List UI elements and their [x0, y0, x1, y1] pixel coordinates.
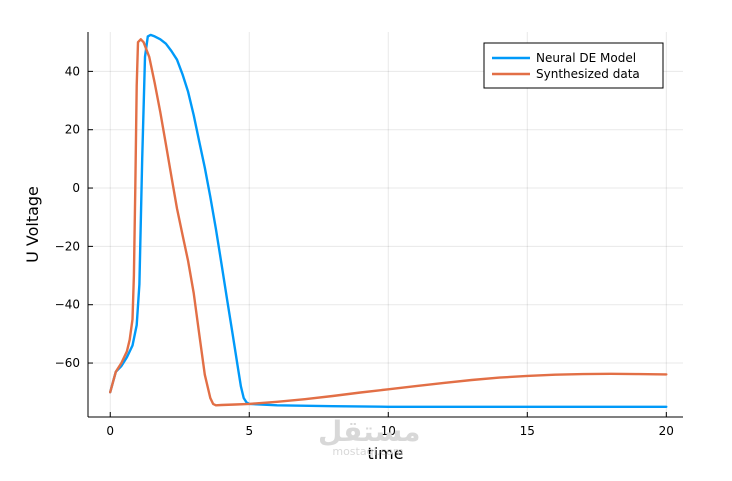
y-tick-label: 40 [65, 64, 80, 78]
legend: Neural DE Model Synthesized data [484, 43, 663, 88]
legend-label-1: Neural DE Model [536, 51, 636, 65]
legend-label-2: Synthesized data [536, 67, 640, 81]
x-tick-label: 20 [659, 424, 674, 438]
y-tick-label: −40 [55, 298, 80, 312]
y-tick-label: 20 [65, 123, 80, 137]
watermark-site: mostaql.com [318, 446, 418, 458]
y-tick-label: −20 [55, 239, 80, 253]
watermark: مستقل mostaql.com [318, 418, 418, 458]
legend-box [484, 43, 663, 88]
y-tick-label: −60 [55, 356, 80, 370]
x-tick-label: 0 [106, 424, 114, 438]
y-axis-title: U Voltage [23, 186, 42, 263]
x-tick-label: 15 [520, 424, 535, 438]
watermark-logo: مستقل [318, 418, 418, 446]
y-tick-label: 0 [72, 181, 80, 195]
x-tick-label: 5 [245, 424, 253, 438]
